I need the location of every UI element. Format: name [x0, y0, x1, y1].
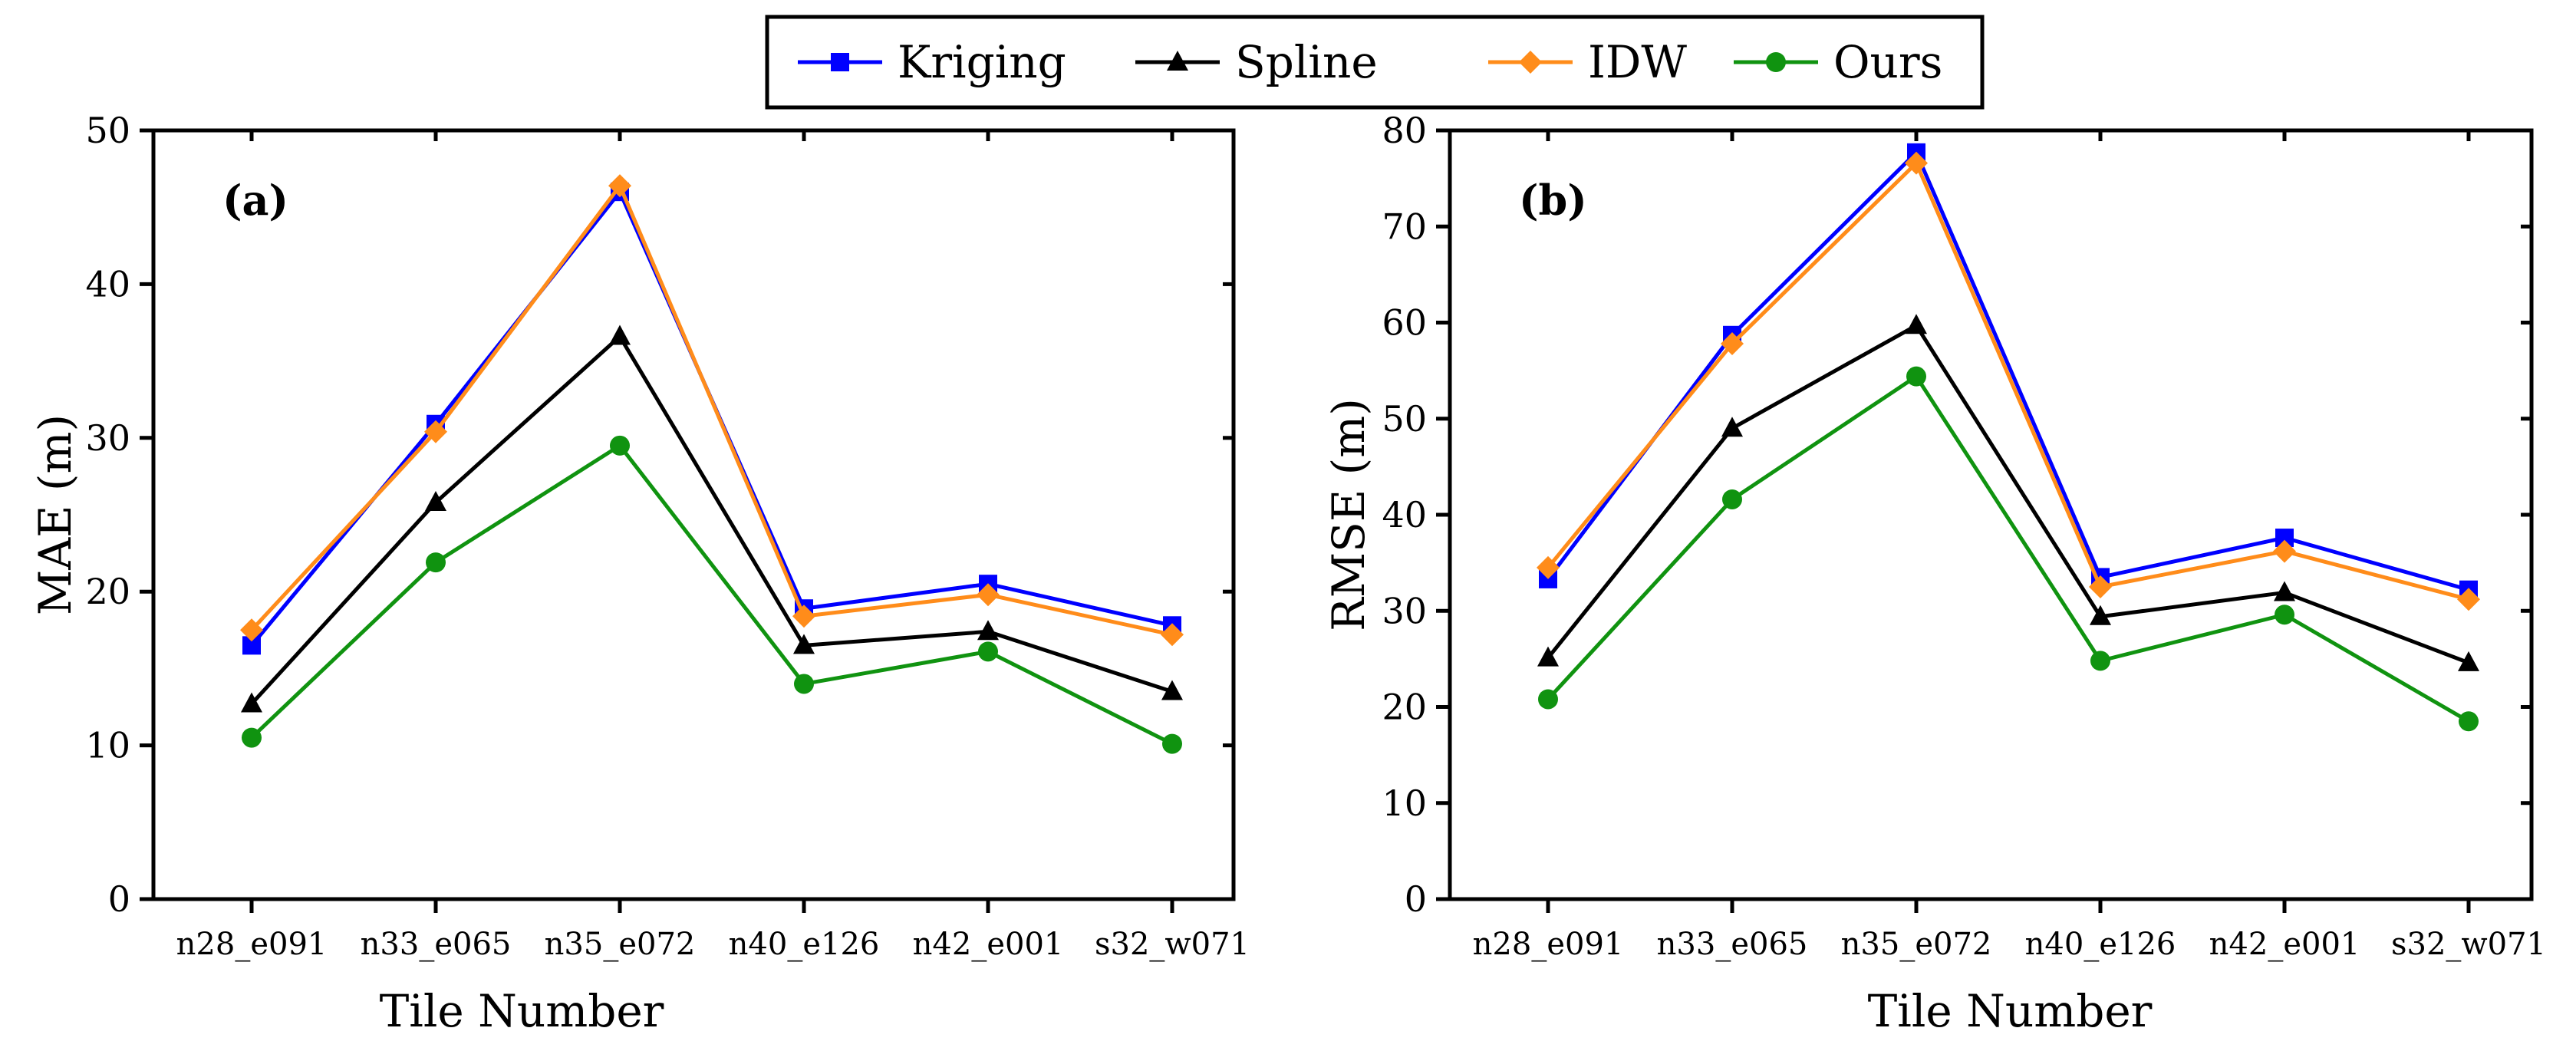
x-tick-label-n35-e072: n35_e072 — [545, 927, 696, 962]
point-ours-s32-w071 — [1162, 733, 1182, 754]
point-idw-n35-e072 — [1905, 151, 1928, 175]
panel-a-mae-chart: 0 10 20 30 40 50 n28_e091 n33_e065 n35_e072 n40_e… — [29, 110, 1250, 1037]
legend-label-idw: IDW — [1588, 36, 1687, 88]
x-tick-label-n40-e126: n40_e126 — [2025, 927, 2176, 962]
point-ours-s32-w071 — [2459, 711, 2479, 732]
point-idw-n33-e065 — [1721, 332, 1744, 356]
series-line-kriging — [1547, 150, 2469, 592]
y-axis-title: MAE (m) — [29, 414, 81, 615]
point-idw-n28-e091 — [1537, 555, 1560, 579]
point-ours-n42-e001 — [2275, 605, 2294, 625]
y-tick-label: 0 — [1405, 878, 1427, 920]
series-line-ours — [250, 443, 1174, 746]
y-tick-label: 20 — [1382, 687, 1427, 728]
point-ours-n28-e091 — [242, 727, 262, 748]
panel-b-rmse-chart: 0 10 20 30 40 50 60 70 80 n28_e091 n33_e065 n35_e07… — [1323, 110, 2546, 1037]
point-ours-n35-e072 — [1906, 366, 1926, 387]
panel-label: (b) — [1519, 176, 1587, 225]
point-ours-n33-e065 — [426, 552, 446, 573]
point-idw-s32-w071 — [2457, 588, 2480, 611]
legend-label-spline: Spline — [1235, 36, 1378, 88]
x-tick-label-s32-w071: s32_w071 — [1095, 927, 1250, 962]
x-axis-title: Tile Number — [1868, 985, 2153, 1037]
legend-label-ours: Ours — [1833, 36, 1942, 88]
x-tick-label-n35-e072: n35_e072 — [1841, 927, 1992, 962]
point-ours-n33-e065 — [1722, 489, 1742, 509]
y-tick-label: 20 — [85, 571, 130, 612]
series-line-kriging — [250, 189, 1173, 647]
series-line-ours — [1547, 374, 2470, 723]
y-tick-label: 70 — [1382, 206, 1427, 247]
series-line-idw — [1547, 161, 2469, 601]
legend-marker-spline — [1167, 51, 1188, 71]
point-spline-n42-e001 — [2274, 581, 2295, 601]
point-spline-n35-e072 — [1906, 314, 1927, 334]
x-tick-label-s32-w071: s32_w071 — [2391, 927, 2546, 962]
series-line-idw — [250, 183, 1173, 637]
point-idw-n42-e001 — [2273, 539, 2296, 563]
point-idw-n40-e126 — [2089, 575, 2112, 598]
point-ours-n40-e126 — [2090, 651, 2110, 671]
legend: Kriging Spline IDW Ours — [765, 15, 1985, 110]
point-idw-n42-e001 — [977, 583, 1000, 607]
point-spline-n28-e091 — [241, 692, 262, 713]
y-tick-label: 30 — [85, 417, 130, 459]
point-spline-n33-e065 — [1721, 417, 1743, 437]
plot-frame — [151, 128, 1236, 901]
y-tick-label: 60 — [1382, 302, 1427, 344]
point-ours-n35-e072 — [610, 435, 630, 456]
point-ours-n40-e126 — [794, 674, 814, 694]
point-ours-n28-e091 — [1538, 689, 1558, 710]
point-ours-n42-e001 — [978, 641, 998, 662]
point-spline-n35-e072 — [609, 325, 631, 345]
point-idw-n35-e072 — [608, 174, 631, 198]
x-tick-label-n33-e065: n33_e065 — [361, 927, 512, 962]
point-spline-n40-e126 — [793, 634, 815, 654]
point-idw-n33-e065 — [424, 420, 447, 443]
x-tick-label-n28-e091: n28_e091 — [1473, 927, 1624, 962]
x-axis-title: Tile Number — [380, 985, 664, 1037]
y-tick-label: 40 — [1382, 494, 1427, 535]
point-idw-n40-e126 — [792, 605, 815, 628]
x-tick-label-n42-e001: n42_e001 — [2209, 927, 2360, 962]
y-axis-title: RMSE (m) — [1323, 398, 1375, 631]
point-spline-n33-e065 — [425, 490, 446, 511]
y-tick-label: 30 — [1382, 590, 1427, 631]
legend-label-kriging: Kriging — [898, 36, 1066, 88]
legend-marker-idw — [1519, 51, 1542, 74]
y-tick-label: 50 — [85, 110, 130, 151]
legend-marker-ours — [1766, 52, 1786, 72]
point-idw-s32-w071 — [1161, 623, 1184, 647]
panel-label: (a) — [222, 176, 288, 225]
point-idw-n28-e091 — [240, 618, 263, 642]
x-tick-label-n40-e126: n40_e126 — [729, 927, 880, 962]
series-line-spline — [1547, 323, 2469, 665]
point-spline-s32-w071 — [2458, 651, 2479, 671]
y-tick-label: 10 — [1382, 782, 1427, 824]
point-spline-n42-e001 — [977, 620, 999, 641]
y-tick-label: 80 — [1382, 110, 1427, 151]
y-tick-label: 10 — [85, 725, 130, 766]
y-tick-label: 40 — [85, 263, 130, 305]
y-tick-label: 0 — [108, 878, 130, 920]
plot-frame — [1448, 128, 2534, 901]
y-tick-label: 50 — [1382, 398, 1427, 440]
x-tick-label-n28-e091: n28_e091 — [176, 927, 328, 962]
series-line-spline — [250, 334, 1173, 706]
point-spline-n28-e091 — [1537, 646, 1559, 667]
point-spline-n40-e126 — [2090, 605, 2111, 625]
x-tick-label-n33-e065: n33_e065 — [1657, 927, 1808, 962]
x-tick-label-n42-e001: n42_e001 — [913, 927, 1064, 962]
point-spline-s32-w071 — [1161, 680, 1183, 700]
legend-marker-kriging — [831, 53, 849, 71]
